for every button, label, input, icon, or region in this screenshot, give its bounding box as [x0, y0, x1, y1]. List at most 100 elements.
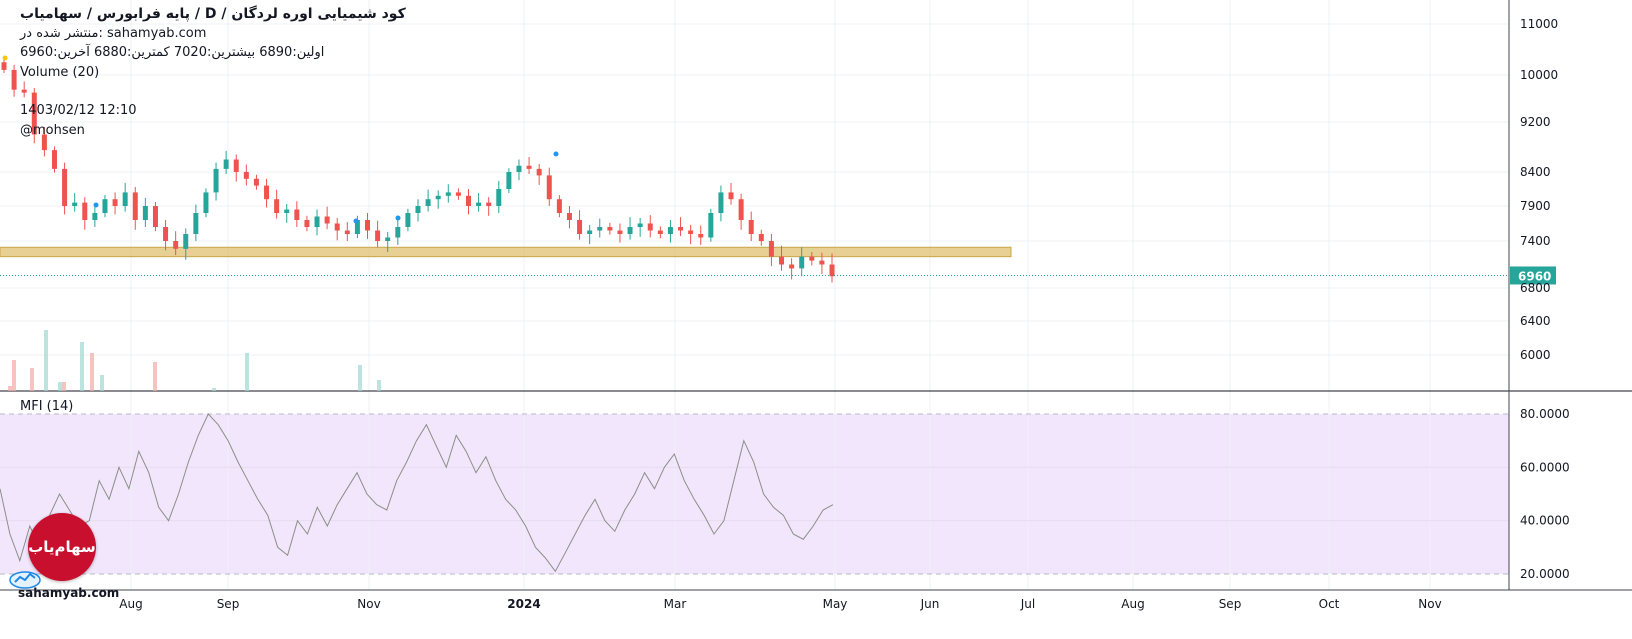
candle — [294, 209, 300, 220]
signal-marker — [93, 202, 99, 208]
volume-bar — [8, 386, 12, 391]
candle — [405, 213, 411, 227]
time-tick-label: May — [823, 597, 848, 611]
time-tick-label: 2024 — [507, 597, 540, 611]
chart-title: کود شیمیایی اوره لردگان / D / پایه فرابو… — [20, 6, 406, 22]
volume-bar — [153, 362, 157, 391]
candle — [546, 175, 552, 200]
candle — [163, 227, 169, 241]
mfi-tick-label: 60.0000 — [1520, 460, 1570, 474]
candle — [1, 62, 7, 70]
candle — [385, 237, 391, 241]
timestamp: 1403/02/12 12:10 — [20, 103, 137, 118]
support-zone — [0, 246, 1012, 258]
candle — [617, 230, 623, 234]
candle — [11, 69, 17, 90]
volume-bar — [100, 375, 104, 391]
sahamyab-logo: سهام‌یاب — [28, 513, 96, 581]
candle — [758, 234, 764, 241]
signal-marker — [353, 218, 359, 224]
last-price-badge — [1510, 266, 1556, 285]
volume-indicator-label[interactable]: Volume (20) — [20, 65, 100, 80]
price-tick-label: 10000 — [1520, 68, 1558, 82]
candle — [647, 223, 653, 231]
candle — [435, 195, 441, 200]
candle — [122, 192, 128, 206]
candle — [455, 192, 461, 196]
candle — [112, 199, 118, 206]
published-note: منتشر شده در: sahamyab.com — [20, 26, 207, 41]
candle — [72, 202, 78, 206]
candle — [284, 209, 290, 213]
candle — [51, 150, 57, 169]
candle — [465, 195, 471, 206]
author-handle: @mohsen — [20, 123, 85, 138]
candle — [516, 165, 522, 172]
candle — [536, 168, 542, 176]
candle — [506, 172, 512, 189]
candle — [152, 206, 158, 227]
candle — [708, 213, 714, 238]
volume-bar — [12, 360, 16, 391]
candle — [21, 89, 27, 93]
candle — [92, 213, 98, 220]
candle — [415, 206, 421, 213]
candle — [678, 227, 684, 231]
candle — [556, 199, 562, 213]
candle — [132, 192, 138, 220]
candle — [304, 220, 310, 227]
candle — [365, 220, 371, 231]
candle — [738, 199, 744, 220]
candle — [425, 199, 431, 206]
candle — [183, 234, 189, 249]
candle — [768, 241, 774, 257]
candle — [486, 202, 492, 206]
candle — [253, 178, 259, 186]
candle — [637, 223, 643, 227]
candle — [698, 234, 704, 238]
candle — [587, 230, 593, 234]
mfi-band — [0, 414, 1509, 574]
candle — [243, 172, 249, 179]
candle — [31, 92, 37, 135]
volume-bar — [90, 353, 94, 391]
mfi-indicator-label[interactable]: MFI (14) — [20, 399, 74, 414]
candle — [142, 206, 148, 220]
volume-bar — [58, 382, 62, 391]
price-tick-label: 7400 — [1520, 234, 1551, 248]
volume-bar — [30, 368, 34, 391]
candle — [41, 134, 47, 151]
candle — [748, 220, 754, 234]
candle — [526, 165, 532, 169]
candle — [829, 264, 835, 277]
volume-bar — [62, 382, 66, 391]
candle — [334, 223, 340, 231]
time-tick-label: Aug — [1121, 597, 1144, 611]
candle — [728, 192, 734, 200]
candle — [779, 256, 785, 265]
candle — [264, 185, 270, 200]
price-tick-label: 8400 — [1520, 165, 1551, 179]
mfi-line — [0, 413, 834, 573]
last-price-label: 6960 — [1518, 269, 1551, 283]
candle — [213, 168, 219, 193]
volume-bar — [44, 330, 48, 391]
mfi-tick-label: 40.0000 — [1520, 514, 1570, 528]
candle — [354, 220, 360, 234]
candle — [193, 213, 199, 234]
ohlc-readout: اولین:6890 بیشترین:7020 کمترین:6880 آخری… — [20, 45, 325, 60]
price-tick-label: 6000 — [1520, 348, 1551, 362]
time-tick-label: Jul — [1020, 597, 1035, 611]
volume-bar — [245, 353, 249, 391]
signal-marker — [2, 55, 8, 61]
candle — [597, 227, 603, 231]
time-tick-label: Mar — [664, 597, 687, 611]
mfi-tick-label: 80.0000 — [1520, 407, 1570, 421]
time-tick-label: Jun — [920, 597, 940, 611]
candle — [627, 227, 633, 234]
candle — [314, 216, 320, 227]
volume-bar — [212, 388, 216, 391]
candle — [274, 199, 280, 213]
candle — [809, 256, 815, 261]
